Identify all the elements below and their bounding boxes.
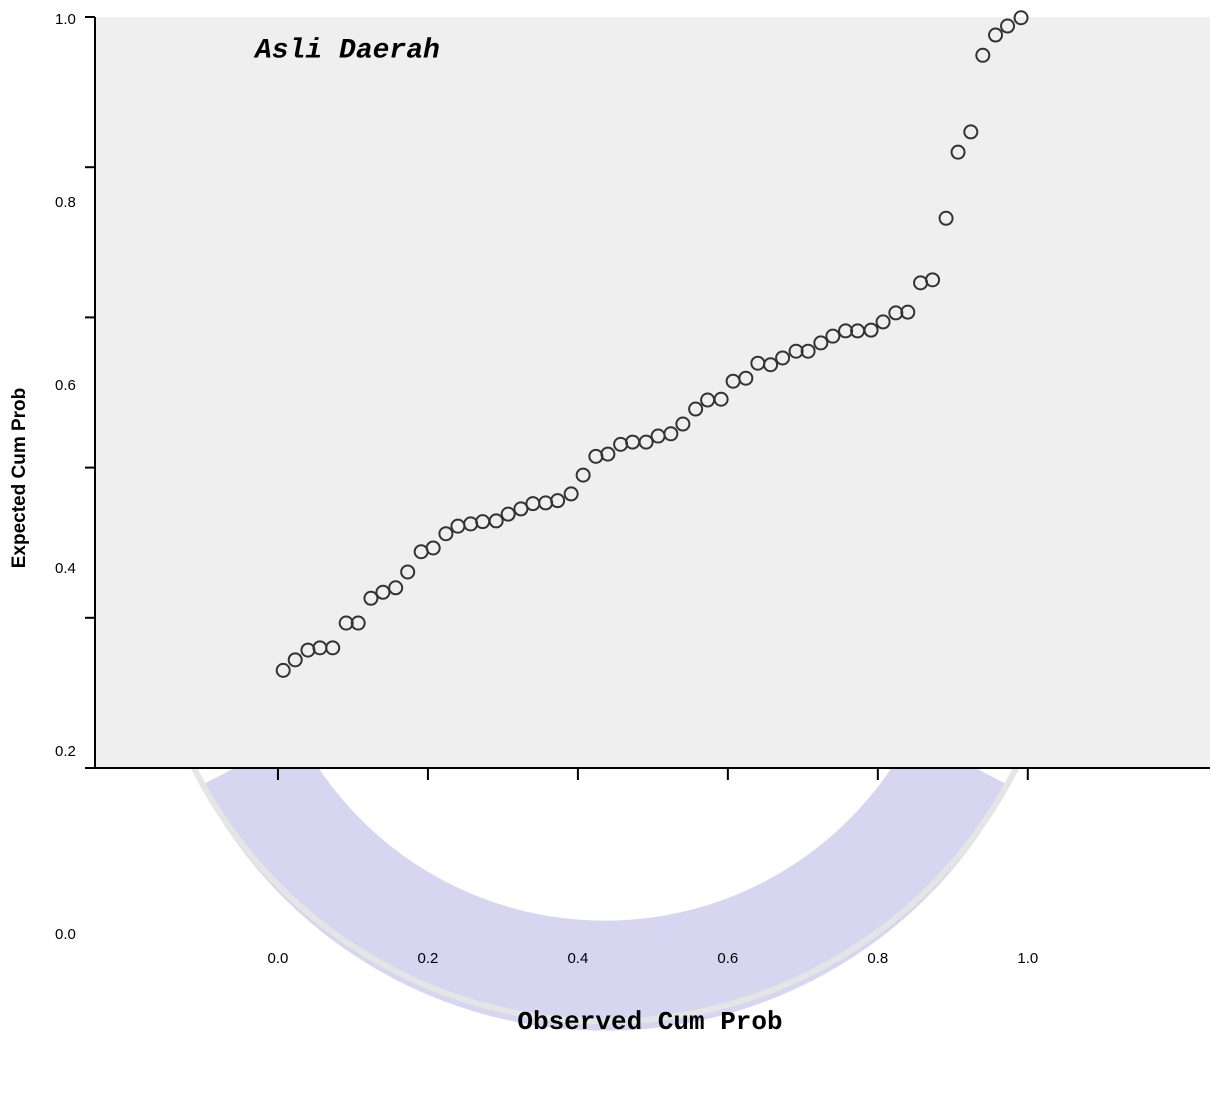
point — [638, 434, 654, 450]
point — [400, 564, 416, 580]
point — [825, 328, 841, 344]
point — [963, 124, 979, 140]
point — [488, 513, 504, 529]
y-axis-label: Expected Cum Prob — [9, 388, 30, 569]
x-axis-label: Observed Cum Prob — [517, 1007, 782, 1037]
point — [950, 144, 966, 160]
point — [788, 343, 804, 359]
y-tick-label: 0.4 — [55, 560, 76, 577]
point — [388, 580, 404, 596]
point — [600, 446, 616, 462]
point — [675, 416, 691, 432]
x-tick-label: 0.2 — [417, 950, 438, 967]
point — [363, 590, 379, 606]
x-tick-label: 0.4 — [567, 950, 588, 967]
point — [838, 323, 854, 339]
point — [500, 506, 516, 522]
point — [513, 501, 529, 517]
point — [988, 27, 1004, 43]
point — [438, 526, 454, 542]
chart-title: Asli Daerah — [253, 35, 440, 66]
point — [938, 210, 954, 226]
y-tick-label: 0.8 — [55, 194, 76, 211]
y-tick-label: 1.0 — [55, 11, 76, 28]
point — [775, 350, 791, 366]
y-tick-label: 0.0 — [55, 926, 76, 943]
y-tick-label: 0.6 — [55, 377, 76, 394]
point — [325, 640, 341, 656]
x-tick-label: 1.0 — [1017, 950, 1038, 967]
point — [900, 304, 916, 320]
plot-area — [95, 17, 1210, 768]
point — [425, 540, 441, 556]
point — [863, 322, 879, 338]
point — [800, 343, 816, 359]
point — [688, 401, 704, 417]
point — [813, 335, 829, 351]
point — [338, 615, 354, 631]
point — [925, 272, 941, 288]
x-tick-label: 0.8 — [867, 950, 888, 967]
x-tick-label: 0.6 — [717, 950, 738, 967]
point — [375, 584, 391, 600]
watermark — [187, 734, 1023, 1031]
point — [713, 391, 729, 407]
point — [275, 662, 291, 678]
point — [663, 426, 679, 442]
point — [738, 370, 754, 386]
point — [550, 493, 566, 509]
point — [350, 615, 366, 631]
y-tick-label: 0.2 — [55, 743, 76, 760]
point — [1013, 10, 1029, 26]
x-tick-label: 0.0 — [268, 950, 289, 967]
point — [287, 652, 303, 668]
point — [763, 357, 779, 373]
point — [975, 47, 991, 63]
point — [575, 467, 591, 483]
point — [1000, 18, 1016, 34]
point — [875, 314, 891, 330]
point — [563, 486, 579, 502]
